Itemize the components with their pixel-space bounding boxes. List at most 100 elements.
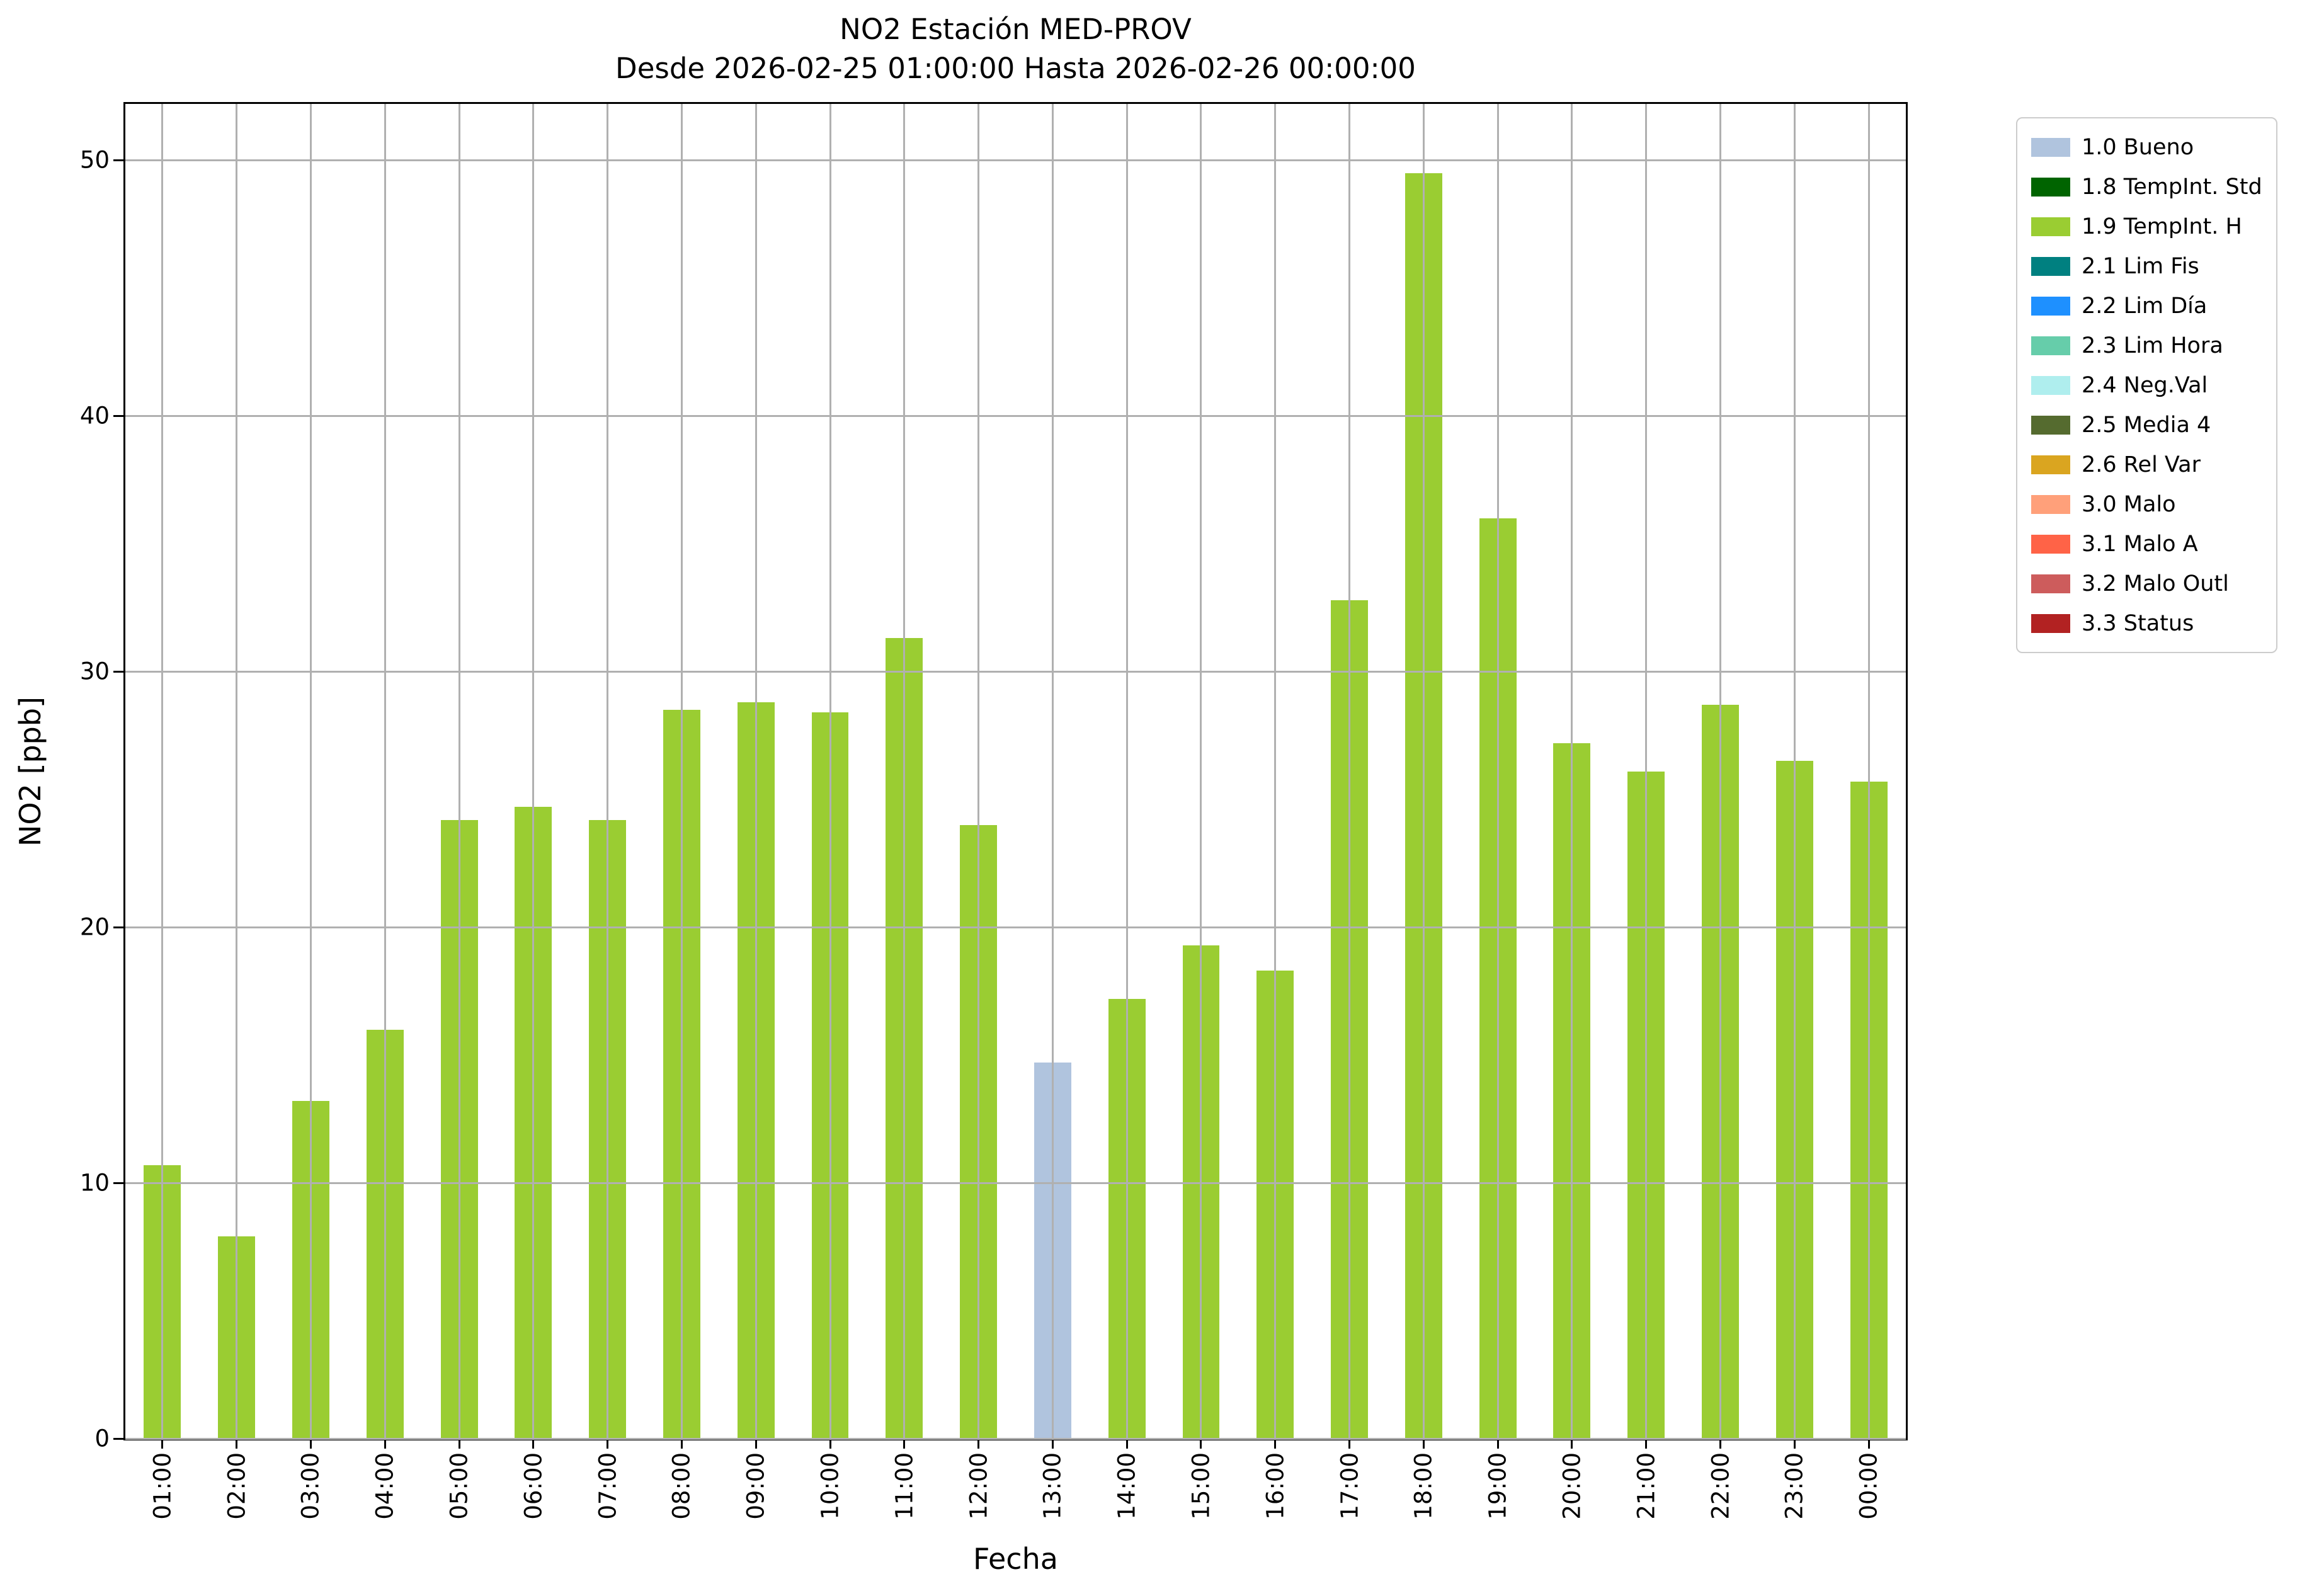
legend: 1.0 Bueno 1.8 TempInt. Std 1.9 TempInt. H 2…	[2016, 117, 2277, 653]
x-tick-mark	[607, 1439, 609, 1449]
x-tick-label: 13:00	[1039, 1452, 1066, 1520]
legend-label: 2.5 Media 4	[2082, 412, 2211, 438]
gridline-vertical	[1200, 104, 1202, 1439]
legend-swatch	[2031, 415, 2070, 435]
legend-swatch	[2031, 375, 2070, 395]
x-tick-mark	[829, 1439, 831, 1449]
legend-item: 2.2 Lim Día	[2031, 286, 2262, 326]
x-tick-mark	[1571, 1439, 1573, 1449]
gridline-vertical	[1645, 104, 1648, 1439]
gridline-vertical	[607, 104, 609, 1439]
x-tick-label: 22:00	[1707, 1452, 1735, 1520]
x-tick-label: 21:00	[1632, 1452, 1660, 1520]
gridline-vertical	[1719, 104, 1722, 1439]
x-tick-mark	[458, 1439, 460, 1449]
gridline-vertical	[309, 104, 312, 1439]
gridline-vertical	[384, 104, 386, 1439]
gridline-vertical	[1793, 104, 1796, 1439]
legend-item: 3.0 Malo	[2031, 484, 2262, 524]
x-tick-label: 01:00	[149, 1452, 176, 1520]
y-axis-label: NO2 [ppb]	[13, 696, 47, 846]
gridline-vertical	[1867, 104, 1870, 1439]
x-tick-mark	[1793, 1439, 1796, 1449]
gridline-vertical	[977, 104, 980, 1439]
gridline-vertical	[903, 104, 906, 1439]
gridline-horizontal	[125, 926, 1906, 928]
x-tick-mark	[1348, 1439, 1351, 1449]
x-tick-label: 03:00	[297, 1452, 324, 1520]
x-tick-label: 19:00	[1484, 1452, 1512, 1520]
x-tick-mark	[384, 1439, 386, 1449]
legend-swatch	[2031, 534, 2070, 554]
legend-item: 2.5 Media 4	[2031, 405, 2262, 445]
x-tick-label: 08:00	[668, 1452, 695, 1520]
gridline-vertical	[1348, 104, 1351, 1439]
x-tick-label: 05:00	[445, 1452, 473, 1520]
gridline-vertical	[755, 104, 757, 1439]
y-tick-mark	[113, 1437, 123, 1440]
x-tick-label: 07:00	[594, 1452, 622, 1520]
x-tick-mark	[977, 1439, 980, 1449]
legend-label: 2.6 Rel Var	[2082, 452, 2201, 477]
legend-label: 3.0 Malo	[2082, 491, 2176, 517]
y-tick-label: 10	[79, 1169, 110, 1197]
legend-item: 2.4 Neg.Val	[2031, 365, 2262, 405]
x-tick-mark	[1496, 1439, 1499, 1449]
legend-item: 2.6 Rel Var	[2031, 445, 2262, 484]
page-title: NO2 Estación MED-PROV	[840, 13, 1192, 46]
x-tick-mark	[903, 1439, 906, 1449]
legend-label: 3.1 Malo A	[2082, 531, 2198, 557]
legend-item: 1.8 TempInt. Std	[2031, 167, 2262, 207]
legend-label: 2.3 Lim Hora	[2082, 333, 2223, 358]
legend-swatch	[2031, 296, 2070, 316]
gridline-vertical	[1274, 104, 1277, 1439]
x-tick-label: 15:00	[1187, 1452, 1215, 1520]
gridline-vertical	[1051, 104, 1054, 1439]
x-tick-mark	[1125, 1439, 1128, 1449]
x-tick-mark	[532, 1439, 535, 1449]
chart-subtitle: Desde 2026-02-25 01:00:00 Hasta 2026-02-…	[615, 52, 1416, 86]
legend-item: 2.1 Lim Fis	[2031, 246, 2262, 286]
y-tick-label: 20	[79, 913, 110, 941]
gridline-vertical	[458, 104, 460, 1439]
y-tick-mark	[113, 1182, 123, 1184]
x-tick-label: 11:00	[891, 1452, 918, 1520]
x-tick-label: 06:00	[520, 1452, 547, 1520]
x-tick-mark	[755, 1439, 757, 1449]
gridline-horizontal	[125, 1437, 1906, 1440]
legend-label: 1.9 TempInt. H	[2082, 214, 2242, 239]
gridline-horizontal	[125, 414, 1906, 417]
legend-item: 1.9 TempInt. H	[2031, 207, 2262, 246]
legend-swatch	[2031, 336, 2070, 355]
x-axis-label: Fecha	[973, 1542, 1058, 1576]
x-tick-mark	[1200, 1439, 1202, 1449]
x-tick-mark	[161, 1439, 164, 1449]
gridline-vertical	[1571, 104, 1573, 1439]
x-tick-mark	[1051, 1439, 1054, 1449]
x-tick-label: 04:00	[371, 1452, 399, 1520]
y-tick-mark	[113, 414, 123, 417]
legend-swatch	[2031, 137, 2070, 157]
legend-label: 2.1 Lim Fis	[2082, 253, 2199, 279]
legend-label: 1.0 Bueno	[2082, 134, 2194, 160]
gridline-vertical	[680, 104, 683, 1439]
plot-area	[123, 102, 1908, 1440]
legend-item: 2.3 Lim Hora	[2031, 326, 2262, 365]
gridline-vertical	[236, 104, 238, 1439]
x-tick-label: 17:00	[1336, 1452, 1364, 1520]
gridline-vertical	[829, 104, 831, 1439]
gridline-horizontal	[125, 1182, 1906, 1184]
y-tick-label: 40	[79, 402, 110, 430]
x-tick-mark	[680, 1439, 683, 1449]
gridline-horizontal	[125, 159, 1906, 161]
x-tick-label: 14:00	[1113, 1452, 1141, 1520]
gridline-vertical	[1125, 104, 1128, 1439]
legend-swatch	[2031, 613, 2070, 633]
x-tick-label: 00:00	[1855, 1452, 1883, 1520]
x-tick-label: 18:00	[1410, 1452, 1437, 1520]
legend-item: 3.1 Malo A	[2031, 524, 2262, 564]
x-tick-mark	[1274, 1439, 1277, 1449]
legend-swatch	[2031, 256, 2070, 276]
legend-swatch	[2031, 494, 2070, 514]
